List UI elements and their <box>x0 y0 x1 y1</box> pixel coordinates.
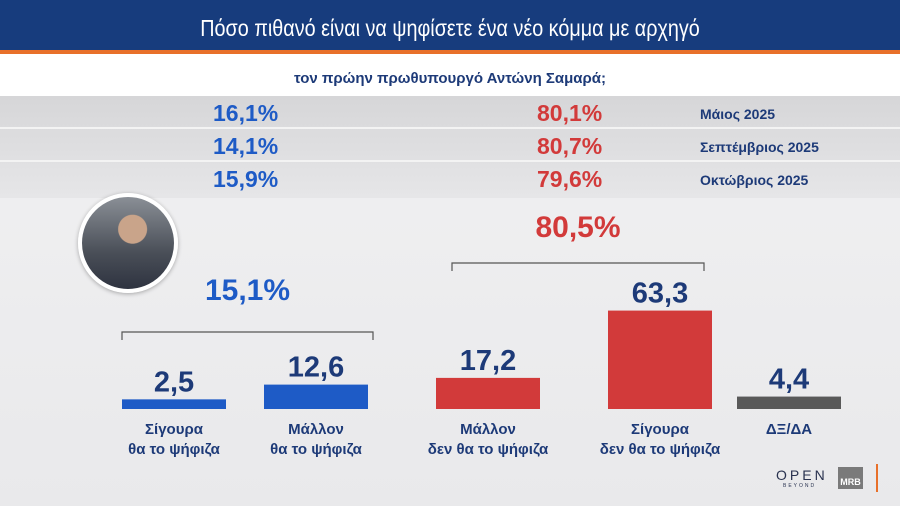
bar-value-label: 17,2 <box>460 345 516 377</box>
header-bar <box>0 0 900 50</box>
group-total-label: 15,1% <box>205 274 290 307</box>
category-label: θα το ψήφιζα <box>270 441 363 458</box>
subtitle-band <box>0 54 900 96</box>
date: Μάιος 2025 <box>700 106 776 122</box>
history-row: 15,9% 79,6% Οκτώβριος 2025 <box>0 162 900 195</box>
category-label: Μάλλον <box>460 421 516 438</box>
chart-title: Πόσο πιθανό είναι να ψηφίσετε ένα νέο κό… <box>200 15 700 41</box>
group-bracket <box>121 331 374 340</box>
category-label: ΔΞ/ΔΑ <box>766 421 812 438</box>
logo-divider <box>876 464 878 492</box>
date: Σεπτέμβριος 2025 <box>700 139 819 155</box>
header-accent-line <box>0 50 900 54</box>
bar <box>608 310 712 409</box>
no-value: 80,1% <box>537 100 603 126</box>
bar-value-label: 4,4 <box>769 364 809 396</box>
open-logo: OPEN <box>776 467 828 483</box>
bar-value-label: 63,3 <box>632 278 688 310</box>
category-label: δεν θα το ψήφιζα <box>600 441 721 458</box>
chart-subtitle: τον πρώην πρωθυπουργό Αντώνη Σαμαρά; <box>293 70 607 87</box>
category-label: Σίγουρα <box>145 421 204 438</box>
politician-photo <box>78 193 178 293</box>
yes-value: 14,1% <box>213 133 279 159</box>
bar-value-label: 12,6 <box>288 352 344 384</box>
history-row: 14,1% 80,7% Σεπτέμβριος 2025 <box>0 129 900 162</box>
category-label: δεν θα το ψήφιζα <box>428 441 549 458</box>
group-total-label: 80,5% <box>535 211 620 244</box>
bar <box>264 384 368 409</box>
category-label: θα το ψήφιζα <box>128 441 221 458</box>
mrb-logo: MRB <box>838 467 863 489</box>
history-table: 16,1% 80,1% Μάιος 2025 14,1% 80,7% Σεπτέ… <box>0 96 900 198</box>
bar <box>122 399 226 409</box>
open-logo-tagline: BEYOND <box>783 483 817 489</box>
no-value: 79,6% <box>537 166 603 192</box>
bar <box>737 396 841 409</box>
category-label: Μάλλον <box>288 421 344 438</box>
bar <box>436 377 540 409</box>
no-value: 80,7% <box>537 133 603 159</box>
category-label: Σίγουρα <box>631 421 690 438</box>
bar-value-label: 2,5 <box>154 366 194 398</box>
group-bracket <box>451 262 705 271</box>
date: Οκτώβριος 2025 <box>700 172 809 188</box>
yes-value: 15,9% <box>213 166 279 192</box>
history-row: 16,1% 80,1% Μάιος 2025 <box>0 96 900 129</box>
yes-value: 16,1% <box>213 100 279 126</box>
